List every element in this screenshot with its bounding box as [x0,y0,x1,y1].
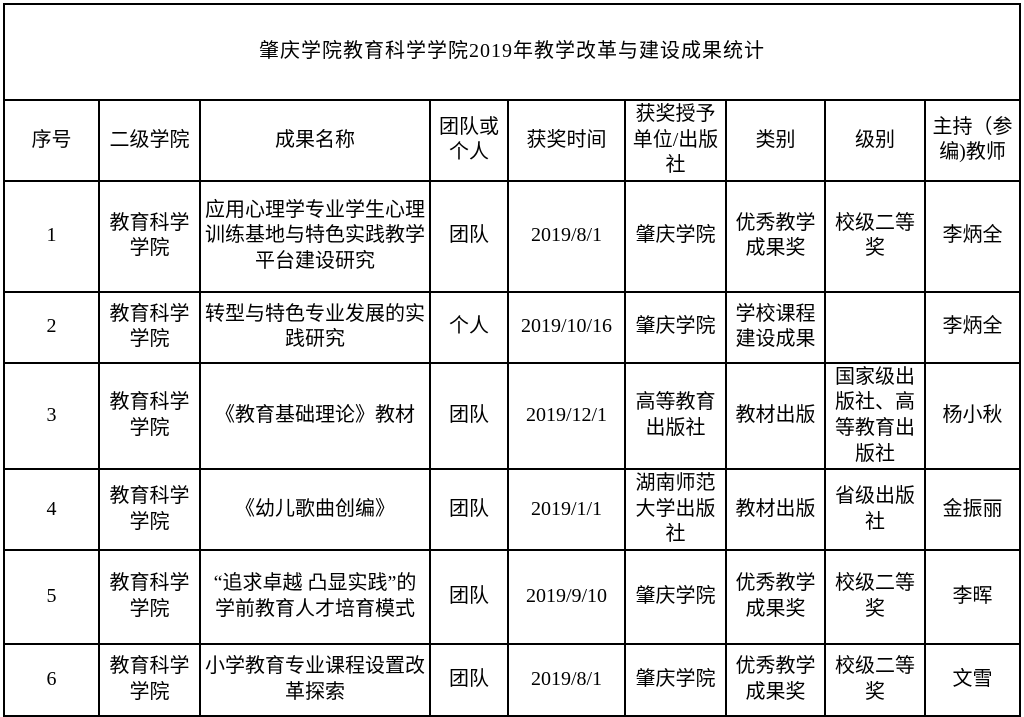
cell-date: 2019/10/16 [507,290,626,364]
table-row: 6 教育科学学院 小学教育专业课程设置改革探索 团队 2019/8/1 肇庆学院… [3,642,1022,717]
cell-category: 优秀教学成果奖 [725,179,826,293]
cell-org: 肇庆学院 [624,179,727,293]
cell-teacher: 李炳全 [923,179,1022,293]
cell-date: 2019/8/1 [507,642,626,717]
cell-achievement: 小学教育专业课程设置改革探索 [199,642,431,717]
cell-level: 校级二等奖 [824,548,926,645]
cell-seq: 2 [3,290,100,364]
table-row: 5 教育科学学院 “追求卓越 凸显实践”的学前教育人才培育模式 团队 2019/… [3,548,1022,645]
cell-seq: 6 [3,642,100,717]
cell-team: 团队 [429,468,509,551]
cell-college: 教育科学学院 [98,179,201,293]
table-row: 3 教育科学学院 《教育基础理论》教材 团队 2019/12/1 高等教育出版社… [3,361,1022,471]
cell-achievement: 应用心理学专业学生心理训练基地与特色实践教学平台建设研究 [199,179,431,293]
header-cell-team: 团队或个人 [429,99,509,182]
cell-seq: 5 [3,548,100,645]
cell-date: 2019/8/1 [507,179,626,293]
table-row: 2 教育科学学院 转型与特色专业发展的实践研究 个人 2019/10/16 肇庆… [3,290,1022,364]
cell-date: 2019/1/1 [507,468,626,551]
cell-college: 教育科学学院 [98,548,201,645]
cell-teacher: 文雪 [923,642,1022,717]
header-cell-achievement: 成果名称 [199,99,431,182]
cell-seq: 3 [3,361,100,471]
cell-level [824,290,926,364]
report-table: 肇庆学院教育科学学院2019年教学改革与建设成果统计 序号 二级学院 成果名称 … [2,3,1022,717]
cell-teacher: 杨小秋 [923,361,1022,471]
header-cell-date: 获奖时间 [507,99,626,182]
cell-team: 团队 [429,642,509,717]
cell-teacher: 李晖 [923,548,1022,645]
cell-org: 肇庆学院 [624,642,727,717]
cell-college: 教育科学学院 [98,468,201,551]
header-cell-level: 级别 [824,99,926,182]
cell-team: 个人 [429,290,509,364]
cell-date: 2019/9/10 [507,548,626,645]
header-cell-org: 获奖授予单位/出版社 [624,99,727,182]
cell-category: 优秀教学成果奖 [725,548,826,645]
header-cell-teacher: 主持（参编)教师 [923,99,1022,182]
cell-category: 教材出版 [725,361,826,471]
cell-org: 肇庆学院 [624,548,727,645]
cell-achievement: “追求卓越 凸显实践”的学前教育人才培育模式 [199,548,431,645]
header-cell-category: 类别 [725,99,826,182]
cell-achievement: 转型与特色专业发展的实践研究 [199,290,431,364]
cell-seq: 1 [3,179,100,293]
cell-level: 校级二等奖 [824,642,926,717]
header-cell-seq: 序号 [3,99,100,182]
cell-team: 团队 [429,361,509,471]
cell-category: 教材出版 [725,468,826,551]
title-row: 肇庆学院教育科学学院2019年教学改革与建设成果统计 [2,3,1022,101]
cell-team: 团队 [429,548,509,645]
cell-level: 国家级出版社、高等教育出版社 [824,361,926,471]
cell-level: 校级二等奖 [824,179,926,293]
document-sheet: 肇庆学院教育科学学院2019年教学改革与建设成果统计 序号 二级学院 成果名称 … [2,3,1022,717]
cell-category: 优秀教学成果奖 [725,642,826,717]
cell-college: 教育科学学院 [98,642,201,717]
cell-achievement: 《教育基础理论》教材 [199,361,431,471]
header-cell-college: 二级学院 [98,99,201,182]
cell-team: 团队 [429,179,509,293]
cell-college: 教育科学学院 [98,290,201,364]
cell-level: 省级出版社 [824,468,926,551]
cell-achievement: 《幼儿歌曲创编》 [199,468,431,551]
cell-teacher: 金振丽 [923,468,1022,551]
cell-date: 2019/12/1 [507,361,626,471]
table-row: 4 教育科学学院 《幼儿歌曲创编》 团队 2019/1/1 湖南师范大学出版社 … [3,468,1022,551]
table-row: 1 教育科学学院 应用心理学专业学生心理训练基地与特色实践教学平台建设研究 团队… [3,179,1022,293]
cell-org: 湖南师范大学出版社 [624,468,727,551]
cell-teacher: 李炳全 [923,290,1022,364]
cell-org: 肇庆学院 [624,290,727,364]
header-row: 序号 二级学院 成果名称 团队或个人 获奖时间 获奖授予单位/出版社 类别 级别… [3,99,1022,182]
cell-category: 学校课程建设成果 [725,290,826,364]
cell-seq: 4 [3,468,100,551]
cell-college: 教育科学学院 [98,361,201,471]
page-title: 肇庆学院教育科学学院2019年教学改革与建设成果统计 [2,3,1022,101]
cell-org: 高等教育出版社 [624,361,727,471]
